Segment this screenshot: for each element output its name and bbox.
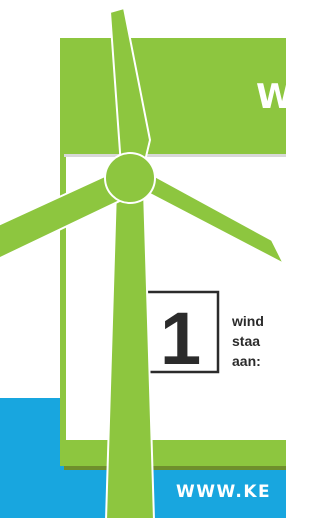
step-line: staa [232, 333, 260, 349]
header-title: WI [256, 77, 286, 117]
step-line: wind [231, 313, 264, 329]
hub [105, 153, 155, 203]
footer-url: WWW.KE [176, 482, 271, 502]
poster-art: WI 1 wind staa aan: WWW.KE [0, 0, 286, 518]
step-line: aan: [232, 353, 261, 369]
step-number: 1 [160, 297, 201, 380]
poster: WI 1 wind staa aan: WWW.KE [0, 0, 286, 518]
white-panel-edge [64, 154, 286, 157]
